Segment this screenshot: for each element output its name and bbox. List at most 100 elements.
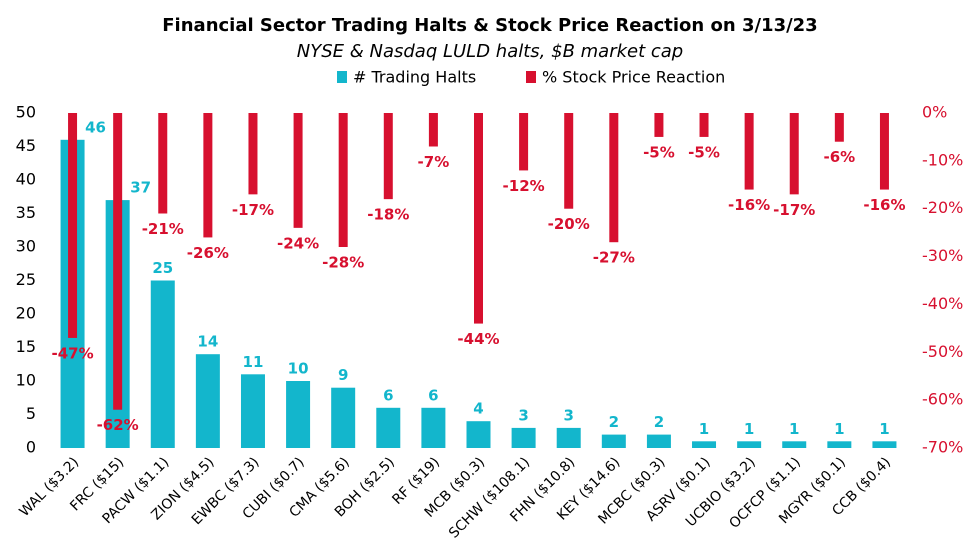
y-tick-label: 0 (26, 438, 36, 457)
y2-tick-label: -50% (922, 342, 963, 361)
value-label: 6 (428, 386, 438, 404)
price-bar (428, 113, 438, 147)
y-tick-label: 25 (16, 270, 36, 289)
price-bar (744, 113, 754, 190)
halt-bar (466, 421, 491, 448)
legend-label: # Trading Halts (353, 68, 476, 87)
value-label: 3 (563, 406, 573, 424)
legend-swatch (337, 71, 347, 83)
price-bar (248, 113, 258, 195)
value-label: -16% (728, 196, 770, 214)
halt-bar (195, 354, 220, 448)
y2-tick-label: -30% (922, 246, 963, 265)
y-tick-label: 50 (16, 103, 36, 122)
value-label: -26% (187, 244, 229, 262)
price-bar (383, 113, 393, 200)
value-label: -5% (643, 143, 675, 161)
value-label: -16% (863, 196, 905, 214)
value-label: 6 (383, 386, 393, 404)
y-tick-label: 35 (16, 203, 36, 222)
x-tick-label: SCHW ($108.1) (446, 454, 533, 541)
price-bar (158, 113, 168, 214)
value-label: 11 (243, 353, 264, 371)
value-label: 1 (699, 420, 709, 438)
y-tick-label: 45 (16, 136, 36, 155)
halt-bar (872, 441, 897, 448)
halt-bar (556, 427, 581, 448)
value-label: 46 (85, 118, 106, 136)
price-bar (68, 113, 78, 338)
value-label: -62% (97, 416, 139, 434)
halt-bar (240, 374, 265, 448)
value-label: 1 (834, 420, 844, 438)
legend-swatch (526, 71, 536, 83)
value-label: 4 (473, 400, 483, 418)
y-tick-label: 30 (16, 237, 36, 256)
y-tick-label: 10 (16, 371, 36, 390)
halt-bar (376, 407, 401, 448)
price-bar (113, 113, 123, 410)
chart-title: Financial Sector Trading Halts & Stock P… (162, 15, 817, 36)
price-bar (609, 113, 619, 243)
value-label: -18% (367, 206, 409, 224)
value-label: 2 (654, 413, 664, 431)
price-bar (519, 113, 529, 171)
halt-bar (421, 407, 446, 448)
value-label: -28% (322, 254, 364, 272)
value-label: 1 (789, 420, 799, 438)
price-bar (654, 113, 664, 137)
halt-bar (646, 434, 671, 448)
halt-bar (511, 427, 536, 448)
value-label: -12% (503, 177, 545, 195)
value-label: 1 (744, 420, 754, 438)
y2-tick-label: 0% (922, 103, 947, 122)
value-label: 9 (338, 366, 348, 384)
value-label: -24% (277, 234, 319, 252)
value-label: -7% (418, 153, 450, 171)
value-label: 14 (197, 333, 218, 351)
price-bar (789, 113, 799, 195)
price-bar (338, 113, 348, 247)
value-label: -44% (457, 330, 499, 348)
value-label: 25 (152, 259, 173, 277)
value-label: -5% (688, 143, 720, 161)
halt-bar (286, 381, 311, 448)
y-tick-label: 40 (16, 170, 36, 189)
y2-tick-label: -40% (922, 294, 963, 313)
value-label: 2 (609, 413, 619, 431)
y2-tick-label: -70% (922, 438, 963, 457)
value-label: -27% (593, 249, 635, 267)
x-tick-label: WAL ($3.2) (16, 454, 82, 520)
value-label: 37 (130, 179, 151, 197)
value-label: -6% (823, 148, 855, 166)
halt-bar (737, 441, 762, 448)
value-label: -21% (142, 220, 184, 238)
halt-bar (601, 434, 626, 448)
halt-bar (150, 280, 175, 448)
value-label: -20% (548, 215, 590, 233)
price-bar (699, 113, 709, 137)
price-bar (203, 113, 213, 238)
y2-tick-label: -60% (922, 390, 963, 409)
halt-bar (331, 387, 356, 448)
legend-label: % Stock Price Reaction (542, 68, 725, 87)
value-label: -17% (773, 201, 815, 219)
halt-bar (827, 441, 852, 448)
y2-tick-label: -20% (922, 198, 963, 217)
price-bar (564, 113, 574, 209)
chart-subtitle: NYSE & Nasdaq LULD halts, $B market cap (297, 41, 683, 62)
value-label: 10 (288, 360, 309, 378)
halt-bar (692, 441, 717, 448)
value-label: -17% (232, 201, 274, 219)
price-bar (474, 113, 483, 324)
y2-tick-label: -10% (922, 150, 963, 169)
price-bar (834, 113, 844, 142)
value-label: 1 (879, 420, 889, 438)
halt-bar (782, 441, 807, 448)
value-label: -47% (51, 344, 93, 362)
value-label: 3 (518, 406, 528, 424)
y-tick-label: 20 (16, 304, 36, 323)
y-tick-label: 5 (26, 404, 36, 423)
y-tick-label: 15 (16, 337, 36, 356)
